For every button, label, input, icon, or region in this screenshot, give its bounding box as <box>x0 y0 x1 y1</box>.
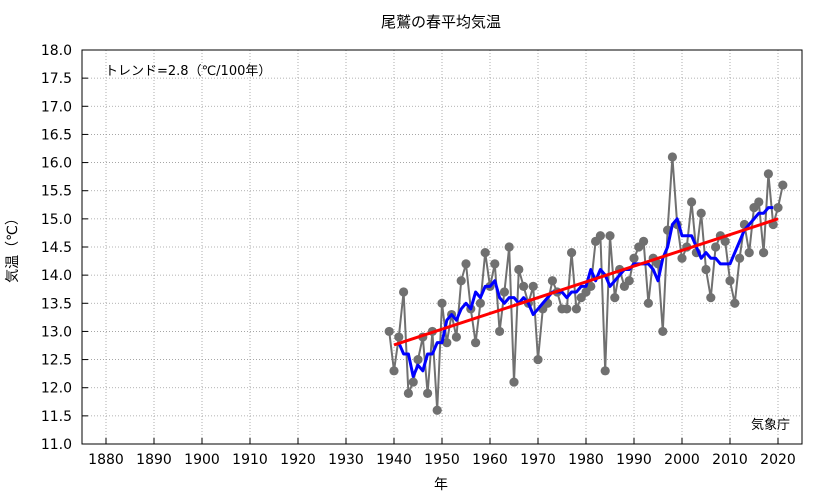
x-tick-label: 2000 <box>664 452 700 468</box>
annual-temperature-point <box>408 377 418 387</box>
annual-temperature-point <box>571 304 582 314</box>
annual-temperature-point <box>490 259 500 269</box>
annual-temperature-point <box>643 298 654 308</box>
x-axis-ticks: 1880 1890 1900 1910 1920 1930 1940 1950 1960 1970… <box>88 438 796 468</box>
annual-temperature-point <box>773 203 783 213</box>
annual-temperature-point <box>610 293 620 303</box>
annual-temperature-point <box>461 259 471 269</box>
chart-title: 尾鷲の春平均気温 <box>381 13 501 31</box>
annual-temperature-point <box>701 264 711 275</box>
annual-temperature-point <box>442 338 452 348</box>
x-tick-label: 1980 <box>568 452 604 468</box>
annual-temperature-point <box>586 281 596 291</box>
annual-temperature-point <box>394 332 404 342</box>
annual-temperature-point <box>778 180 788 190</box>
annual-temperature-point <box>629 253 639 263</box>
annual-temperature-point <box>403 388 413 398</box>
annual-temperature-point <box>711 242 721 252</box>
trend-annotation: トレンド=2.8（℃/100年） <box>105 64 271 79</box>
annual-temperature-point <box>528 281 538 291</box>
y-tick-label: 11.5 <box>41 409 72 425</box>
annual-temperature-point <box>639 236 649 246</box>
x-tick-label: 1920 <box>280 452 316 468</box>
annual-temperature-point <box>677 253 687 263</box>
y-tick-label: 16.0 <box>41 156 72 172</box>
y-tick-label: 17.0 <box>41 99 72 115</box>
annual-temperature-point <box>533 354 543 365</box>
annual-temperature-point <box>389 366 399 376</box>
annual-temperature-point <box>495 326 505 337</box>
annual-temperature-point <box>759 248 769 258</box>
annual-temperature-point <box>567 248 577 258</box>
x-tick-label: 1900 <box>184 452 220 468</box>
y-tick-label: 12.0 <box>41 381 72 397</box>
x-tick-label: 1940 <box>376 452 412 468</box>
source-label: 気象庁 <box>751 417 790 433</box>
annual-temperature-point <box>471 338 481 348</box>
annual-temperature-point <box>624 276 634 286</box>
annual-temperature-point <box>763 169 774 179</box>
x-tick-label: 1990 <box>616 452 652 468</box>
annual-temperature-point <box>423 388 433 398</box>
annual-temperature-point <box>456 276 466 286</box>
y-tick-label: 17.5 <box>41 71 72 87</box>
y-tick-label: 13.5 <box>41 296 72 312</box>
annual-temperature-point <box>720 236 730 246</box>
annual-temperature-point <box>432 405 442 415</box>
annual-temperature-point <box>725 276 735 286</box>
annual-temperature-point <box>504 242 514 252</box>
annual-temperature-point <box>514 264 524 275</box>
annual-temperature-point <box>730 298 740 308</box>
y-tick-label: 14.5 <box>41 240 72 256</box>
annual-temperature-point <box>696 208 706 218</box>
annual-temperature-point <box>475 298 485 308</box>
annual-temperature-point <box>754 197 764 207</box>
x-axis-label: 年 <box>434 477 448 493</box>
x-tick-label: 1880 <box>88 452 124 468</box>
annual-temperature-point <box>480 248 490 258</box>
y-tick-label: 14.0 <box>41 268 72 284</box>
annual-temperature-point <box>706 293 716 303</box>
annual-temperature-point <box>687 197 697 207</box>
annual-temperature-point <box>413 354 423 365</box>
annual-temperature-point <box>562 304 572 314</box>
y-tick-label: 15.5 <box>41 184 72 200</box>
y-axis-ticks: 11.0 11.5 12.0 12.5 13.0 13.5 14.0 14.5 15.0 15.5… <box>41 43 88 453</box>
x-tick-label: 1960 <box>472 452 508 468</box>
x-tick-label: 2010 <box>712 452 748 468</box>
annual-temperature-point <box>735 253 745 263</box>
annual-temperature-point <box>519 281 529 291</box>
x-tick-label: 1970 <box>520 452 556 468</box>
x-tick-label: 1930 <box>328 452 364 468</box>
x-tick-label: 2020 <box>760 452 796 468</box>
y-tick-label: 15.0 <box>41 212 72 228</box>
annual-temperature-point <box>744 248 754 258</box>
x-tick-label: 1950 <box>424 452 460 468</box>
moving-average-line <box>397 206 774 378</box>
annual-temperature-point <box>437 298 447 308</box>
y-tick-label: 12.5 <box>41 353 72 369</box>
annual-temperature-point <box>595 231 606 241</box>
annual-temperature-point <box>667 152 678 162</box>
annual-temperature-point <box>658 326 668 337</box>
annual-temperature-point <box>547 276 558 286</box>
y-tick-label: 11.0 <box>41 437 72 453</box>
y-tick-label: 13.0 <box>41 324 72 340</box>
annual-temperature-point <box>600 366 610 376</box>
annual-temperature-point <box>399 287 409 297</box>
x-tick-label: 1890 <box>136 452 172 468</box>
y-tick-label: 18.0 <box>41 43 72 59</box>
annual-temperature-point <box>509 377 519 387</box>
annual-temperature-point <box>384 326 394 337</box>
annual-temperature-point <box>499 287 509 297</box>
x-tick-label: 1910 <box>232 452 268 468</box>
annual-temperature-point <box>605 231 615 241</box>
y-axis-label: 気温（℃） <box>5 211 21 283</box>
trend-line <box>393 217 779 347</box>
y-tick-label: 16.5 <box>41 127 72 143</box>
series <box>384 152 788 415</box>
annual-temperature-point <box>451 332 461 342</box>
